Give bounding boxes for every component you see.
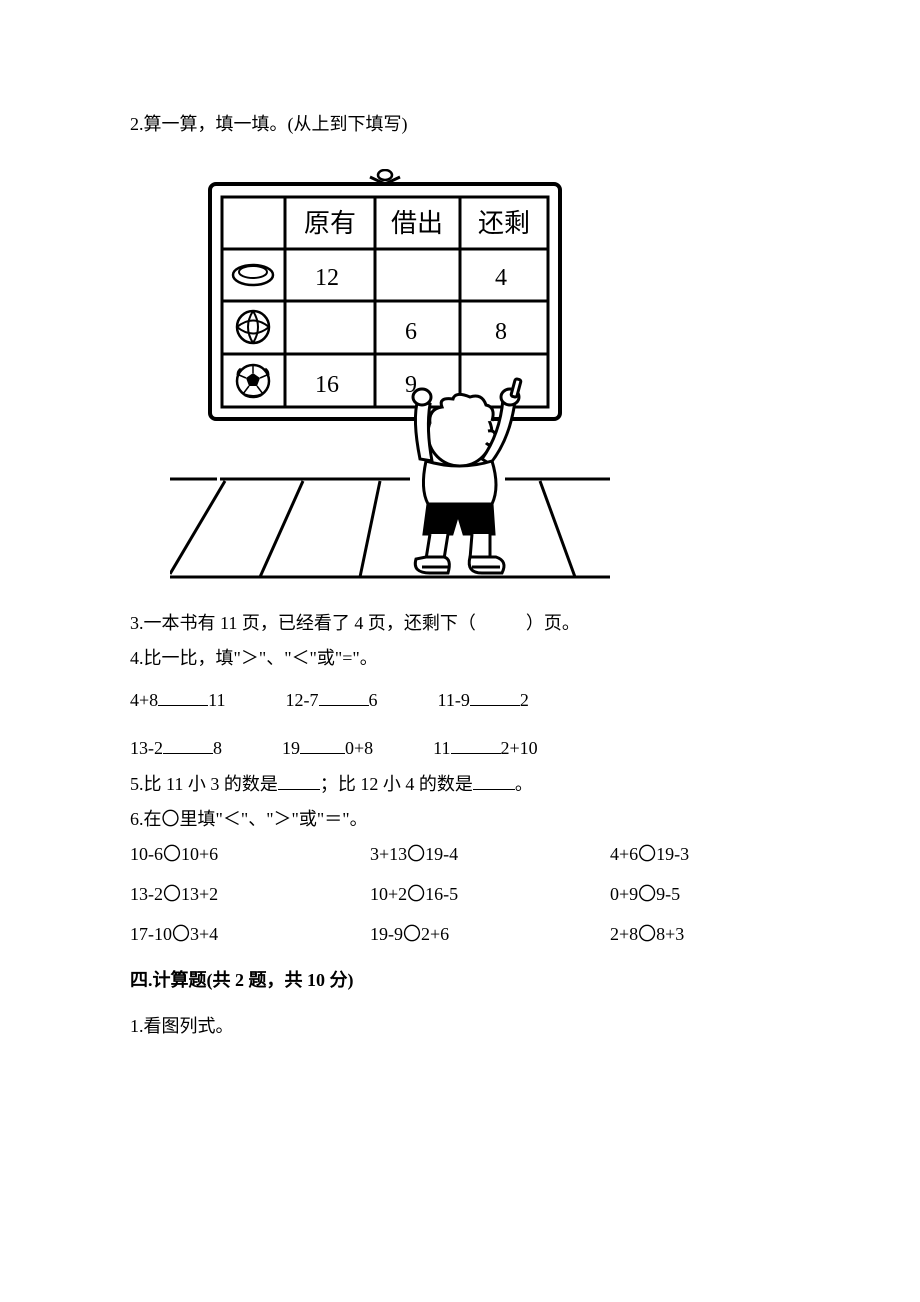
q5-t3: 。 bbox=[515, 774, 533, 794]
q6-r2c3: 0+9〇9-5 bbox=[610, 880, 790, 906]
svg-text:6: 6 bbox=[405, 319, 417, 345]
q4-r1c1: 4+811 bbox=[130, 682, 226, 718]
q6-prompt: 6.在〇里填"＜"、"＞"或"＝"。 bbox=[130, 805, 790, 834]
q6-r3c2: 19-9〇2+6 bbox=[370, 920, 610, 946]
svg-text:4: 4 bbox=[495, 265, 507, 291]
svg-text:原有: 原有 bbox=[304, 209, 356, 238]
svg-text:8: 8 bbox=[495, 319, 507, 345]
q4-row2: 13-28 190+8 112+10 bbox=[130, 730, 790, 766]
q6-r2c1: 13-2〇13+2 bbox=[130, 880, 370, 906]
q2-figure: 原有 借出 还剩 12 4 6 8 16 9 bbox=[170, 169, 790, 589]
q6-r1c1: 10-6〇10+6 bbox=[130, 840, 370, 866]
board-illustration: 原有 借出 还剩 12 4 6 8 16 9 bbox=[170, 169, 610, 589]
q4-r2c3: 112+10 bbox=[433, 730, 538, 766]
svg-text:16: 16 bbox=[315, 372, 339, 398]
q4-prompt: 4.比一比，填"＞"、"＜"或"="。 bbox=[130, 644, 790, 673]
q4-r2c2: 190+8 bbox=[282, 730, 373, 766]
q3-line: 3.一本书有 11 页，已经看了 4 页，还剩下（ ）页。 bbox=[130, 609, 790, 638]
soccer-icon bbox=[237, 365, 269, 397]
q2-prompt: 2.算一算，填一填。(从上到下填写) bbox=[130, 110, 790, 139]
q5-t1: 5.比 11 小 3 的数是 bbox=[130, 774, 278, 794]
q3-suffix: ）页。 bbox=[526, 613, 580, 633]
volleyball-icon bbox=[237, 311, 269, 343]
q6-r2c2: 10+2〇16-5 bbox=[370, 880, 610, 906]
q6-r1c2: 3+13〇19-4 bbox=[370, 840, 610, 866]
svg-text:还剩: 还剩 bbox=[478, 209, 530, 238]
q4-r2c1: 13-28 bbox=[130, 730, 222, 766]
q5-blank1 bbox=[278, 772, 320, 790]
q5-blank2 bbox=[473, 772, 515, 790]
q4-r1c3: 11-92 bbox=[438, 682, 529, 718]
section4-header: 四.计算题(共 2 题，共 10 分) bbox=[130, 966, 790, 992]
q3-prefix: 3.一本书有 11 页，已经看了 4 页，还剩下（ bbox=[130, 613, 476, 633]
q6-r3c1: 17-10〇3+4 bbox=[130, 920, 370, 946]
q5-line: 5.比 11 小 3 的数是 ；比 12 小 4 的数是 。 bbox=[130, 770, 790, 799]
child-illustration bbox=[413, 378, 521, 572]
q4-row1: 4+811 12-76 11-92 bbox=[130, 682, 790, 718]
q6-grid: 10-6〇10+6 3+13〇19-4 4+6〇19-3 13-2〇13+2 1… bbox=[130, 840, 790, 946]
q6-r1c3: 4+6〇19-3 bbox=[610, 840, 790, 866]
q5-t2: ；比 12 小 4 的数是 bbox=[320, 774, 473, 794]
svg-text:12: 12 bbox=[315, 265, 339, 291]
plate-icon bbox=[233, 265, 273, 285]
section4-q1: 1.看图列式。 bbox=[130, 1012, 790, 1041]
q4-r1c2: 12-76 bbox=[286, 682, 378, 718]
svg-text:借出: 借出 bbox=[391, 209, 443, 238]
floor-lines bbox=[170, 479, 610, 577]
q6-r3c3: 2+8〇8+3 bbox=[610, 920, 790, 946]
